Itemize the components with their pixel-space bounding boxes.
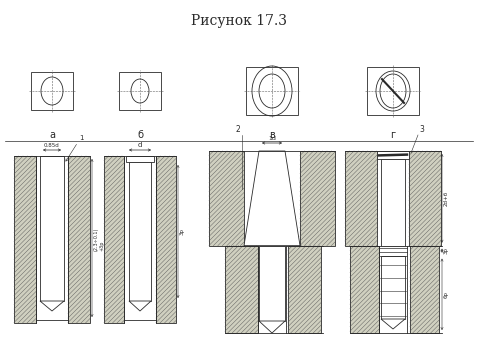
Text: 2: 2 [235, 125, 240, 134]
Text: 3р: 3р [444, 247, 449, 254]
Polygon shape [40, 156, 64, 301]
Polygon shape [246, 67, 298, 115]
Text: в: в [269, 130, 275, 140]
Polygon shape [129, 301, 151, 311]
Polygon shape [68, 156, 90, 323]
Text: Рисунок 17.3: Рисунок 17.3 [191, 14, 287, 28]
Text: б: б [137, 130, 143, 140]
Text: 3р: 3р [180, 228, 185, 235]
Text: г: г [391, 130, 396, 140]
Text: а: а [49, 130, 55, 140]
Text: (2.3÷0.1)
+3р: (2.3÷0.1) +3р [94, 228, 105, 251]
Polygon shape [288, 246, 321, 333]
Polygon shape [409, 151, 441, 246]
Polygon shape [259, 321, 285, 333]
Polygon shape [259, 246, 285, 321]
Polygon shape [345, 151, 377, 246]
Polygon shape [209, 151, 244, 246]
Polygon shape [225, 246, 258, 333]
Polygon shape [350, 246, 379, 333]
Text: 2d+б: 2d+б [444, 191, 449, 206]
Polygon shape [126, 156, 154, 162]
Polygon shape [119, 72, 161, 110]
Polygon shape [14, 156, 36, 323]
Polygon shape [40, 301, 64, 311]
Polygon shape [129, 162, 151, 301]
Text: 1d: 1d [268, 136, 276, 141]
Polygon shape [381, 256, 405, 319]
Polygon shape [244, 151, 300, 246]
Polygon shape [31, 72, 73, 110]
Text: 6р: 6р [444, 291, 449, 298]
Text: 0.85d: 0.85d [44, 143, 60, 148]
Polygon shape [367, 67, 419, 115]
Polygon shape [104, 156, 124, 323]
Polygon shape [381, 319, 405, 329]
Text: 3: 3 [419, 125, 424, 134]
Polygon shape [381, 159, 405, 246]
Polygon shape [410, 246, 439, 333]
Polygon shape [156, 156, 176, 323]
Polygon shape [377, 151, 409, 159]
Polygon shape [300, 151, 335, 246]
Text: d: d [138, 142, 142, 148]
Text: 1: 1 [79, 135, 84, 141]
